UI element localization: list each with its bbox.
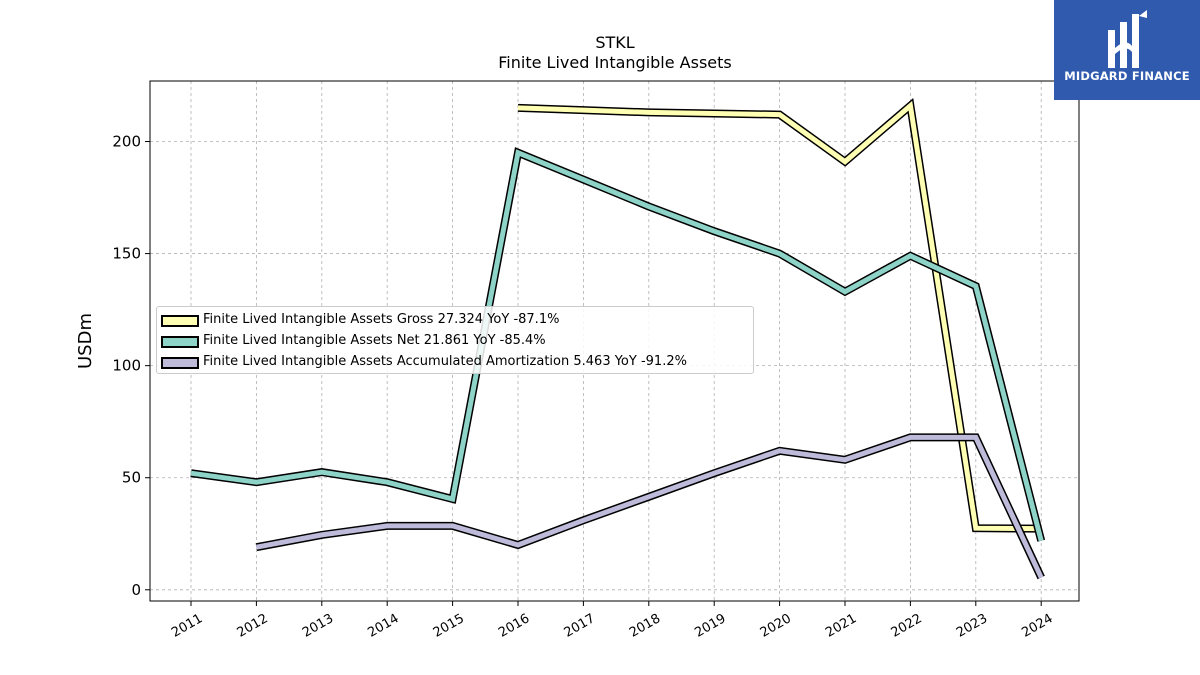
x-tick-label: 2020 [758, 611, 794, 641]
x-tick-label: 2022 [889, 611, 925, 641]
series-line-0 [517, 100, 1042, 532]
midgard-logo-icon [1108, 10, 1147, 68]
x-tick-label: 2014 [365, 611, 401, 641]
legend-label-amortization: Finite Lived Intangible Assets Accumulat… [203, 354, 687, 369]
x-tick-label: 2015 [431, 611, 467, 641]
y-axis-label: USDm [75, 313, 96, 369]
y-tick-label: 200 [112, 133, 141, 151]
legend-item-net: Finite Lived Intangible Assets Net 21.86… [157, 332, 753, 353]
chart-subtitle: Finite Lived Intangible Assets [498, 53, 731, 72]
x-tick-label: 2019 [692, 611, 728, 641]
legend-swatch-amortization [161, 357, 199, 369]
x-tick-label: 2021 [823, 611, 859, 641]
legend-label-net: Finite Lived Intangible Assets Net 21.86… [203, 333, 546, 348]
legend-swatch-gross [161, 315, 199, 327]
x-tick-label: 2024 [1019, 611, 1055, 641]
y-tick-label: 0 [131, 581, 141, 599]
series-line-1 [190, 149, 1044, 542]
y-tick-label: 150 [112, 245, 141, 263]
logo-text: MIDGARD FINANCE [1064, 69, 1190, 83]
chart-title: STKL [595, 33, 634, 52]
legend: Finite Lived Intangible Assets Gross 27.… [156, 306, 754, 374]
y-tick-label: 100 [112, 357, 141, 375]
legend-item-amortization: Finite Lived Intangible Assets Accumulat… [157, 353, 753, 374]
y-tick-label: 50 [122, 469, 141, 487]
x-tick-label: 2011 [169, 611, 205, 641]
x-tick-label: 2016 [496, 611, 532, 641]
x-tick-label: 2017 [562, 611, 598, 641]
axis-ticks: 2011 2012 2013 2014 2015 2016 2017 2018 2019 2020… [112, 133, 1055, 641]
legend-item-gross: Finite Lived Intangible Assets Gross 27.… [157, 311, 753, 332]
x-tick-label: 2023 [954, 611, 990, 641]
legend-label-gross: Finite Lived Intangible Assets Gross 27.… [203, 312, 560, 327]
x-tick-label: 2013 [300, 611, 336, 641]
series-lines [190, 97, 1046, 580]
x-tick-label: 2012 [235, 611, 271, 641]
plot-frame [149, 80, 1080, 602]
series-line-2 [255, 434, 1044, 579]
midgard-finance-logo: MIDGARD FINANCE [1054, 0, 1200, 100]
x-tick-label: 2018 [627, 611, 663, 641]
legend-swatch-net [161, 336, 199, 348]
